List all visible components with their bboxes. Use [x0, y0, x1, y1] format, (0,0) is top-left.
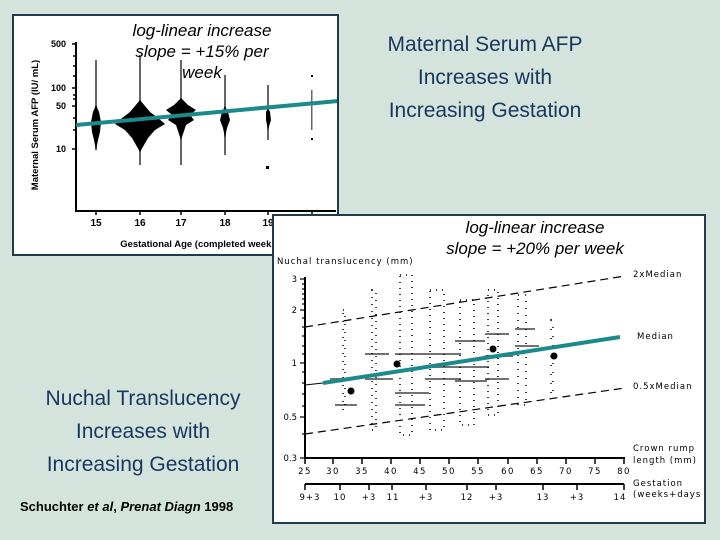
gestation-tick: 13 [537, 493, 550, 503]
crl-tick: 40 [384, 467, 398, 477]
gestation-tick: 12 [461, 493, 474, 503]
2x-median-line [304, 275, 626, 328]
legend-median: Median [637, 332, 674, 342]
crl-tick: 25 [298, 467, 312, 477]
gestation-tick: +3 [570, 493, 585, 503]
afp-slide-heading: Maternal Serum AFP Increases with Increa… [340, 28, 630, 127]
nt-median-line [322, 335, 621, 385]
crl-tick: 50 [442, 467, 456, 477]
nt-heading-line-3: Increasing Gestation [46, 453, 240, 476]
nt-ytick-2: 2 [292, 306, 297, 316]
crl-tick: 35 [355, 467, 369, 477]
nt-heading-line-1: Nuchal Translucency [45, 387, 241, 410]
legend-2x-median: 2xMedian [633, 270, 682, 280]
afp-xtick-17: 17 [175, 218, 187, 229]
afp-xtick-15: 15 [90, 218, 102, 229]
afp-annotation-line-1: log-linear increase [132, 21, 272, 40]
afp-data-points [91, 55, 313, 169]
crl-tick: 80 [617, 467, 631, 477]
nt-ytick-0-5: 0.5 [283, 413, 297, 423]
afp-heading-line-2: Increases with [417, 66, 553, 89]
citation-author: Schuchter [20, 499, 84, 514]
nt-annotation-line-2: slope = +20% per week [446, 239, 624, 258]
nt-annotation-line-1: log-linear increase [465, 218, 605, 237]
afp-xtick-18: 18 [219, 218, 231, 229]
0-5x-median-line [304, 387, 626, 435]
afp-ytick-100: 100 [51, 83, 66, 93]
citation-etal: et al [87, 499, 114, 514]
crl-tick: 45 [413, 467, 427, 477]
nt-heading-line-2: Increases with [75, 420, 211, 443]
nt-y-axis-label: Nuchal translucency (mm) [277, 257, 414, 267]
crl-tick: 30 [326, 467, 340, 477]
nt-ytick-1: 1 [292, 359, 297, 369]
crl-tick: 70 [559, 467, 573, 477]
crl-axis-label-line-2: length (mm) [633, 456, 697, 466]
citation-journal: Prenat Diagn [120, 499, 201, 514]
afp-chart: 500 100 50 10 15 16 17 18 19 Gestational… [30, 39, 337, 250]
gestation-tick: 10 [334, 493, 347, 503]
nt-data-points [330, 274, 558, 436]
afp-annotation: log-linear increase slope = +15% per wee… [112, 20, 292, 83]
afp-heading-line-1: Maternal Serum AFP [387, 33, 583, 56]
gestation-tick: +3 [362, 493, 377, 503]
afp-x-axis-label: Gestational Age (completed weeks) [120, 239, 280, 250]
afp-chart-panel: 500 100 50 10 15 16 17 18 19 Gestational… [12, 14, 339, 256]
crl-tick: 60 [501, 467, 515, 477]
afp-ytick-10: 10 [56, 144, 66, 154]
gestation-tick: 11 [387, 493, 400, 503]
gestation-axis-label-line-1: Gestation [633, 479, 683, 489]
afp-xtick-16: 16 [134, 218, 146, 229]
nt-annotation: log-linear increase slope = +20% per wee… [420, 217, 650, 259]
afp-annotation-line-2: slope = +15% per [135, 42, 269, 61]
afp-y-axis-label: Maternal Serum AFP (IU/ mL) [30, 60, 41, 190]
nt-slide-heading: Nuchal Translucency Increases with Incre… [18, 382, 268, 481]
nt-chart: Nuchal translucency (mm) 3 2 1 0.5 0.3 2… [277, 257, 701, 503]
gestation-tick: 14 [614, 493, 627, 503]
gestation-tick: +3 [419, 493, 434, 503]
gestation-axis-label-line-2: (weeks+days [633, 490, 701, 500]
afp-trend-line [75, 99, 337, 127]
citation: Schuchter et al, Prenat Diagn 1998 [20, 499, 234, 514]
gestation-tick: +3 [489, 493, 504, 503]
nt-ytick-0-3: 0.3 [283, 454, 297, 464]
citation-year: 1998 [204, 499, 234, 514]
gestation-tick: 9+3 [300, 493, 321, 503]
nt-ytick-3: 3 [292, 275, 297, 285]
nt-chart-panel: Nuchal translucency (mm) 3 2 1 0.5 0.3 2… [272, 214, 706, 524]
afp-heading-line-3: Increasing Gestation [388, 99, 582, 122]
afp-xtick-19: 19 [262, 218, 274, 229]
crl-tick: 65 [530, 467, 544, 477]
crl-axis-label-line-1: Crown rump [633, 444, 695, 454]
crl-tick: 55 [471, 467, 485, 477]
crl-tick: 75 [588, 467, 602, 477]
legend-0-5x-median: 0.5xMedian [633, 382, 692, 392]
afp-annotation-line-3: week [182, 63, 222, 82]
afp-ytick-50: 50 [56, 101, 66, 111]
afp-ytick-500: 500 [51, 39, 66, 49]
